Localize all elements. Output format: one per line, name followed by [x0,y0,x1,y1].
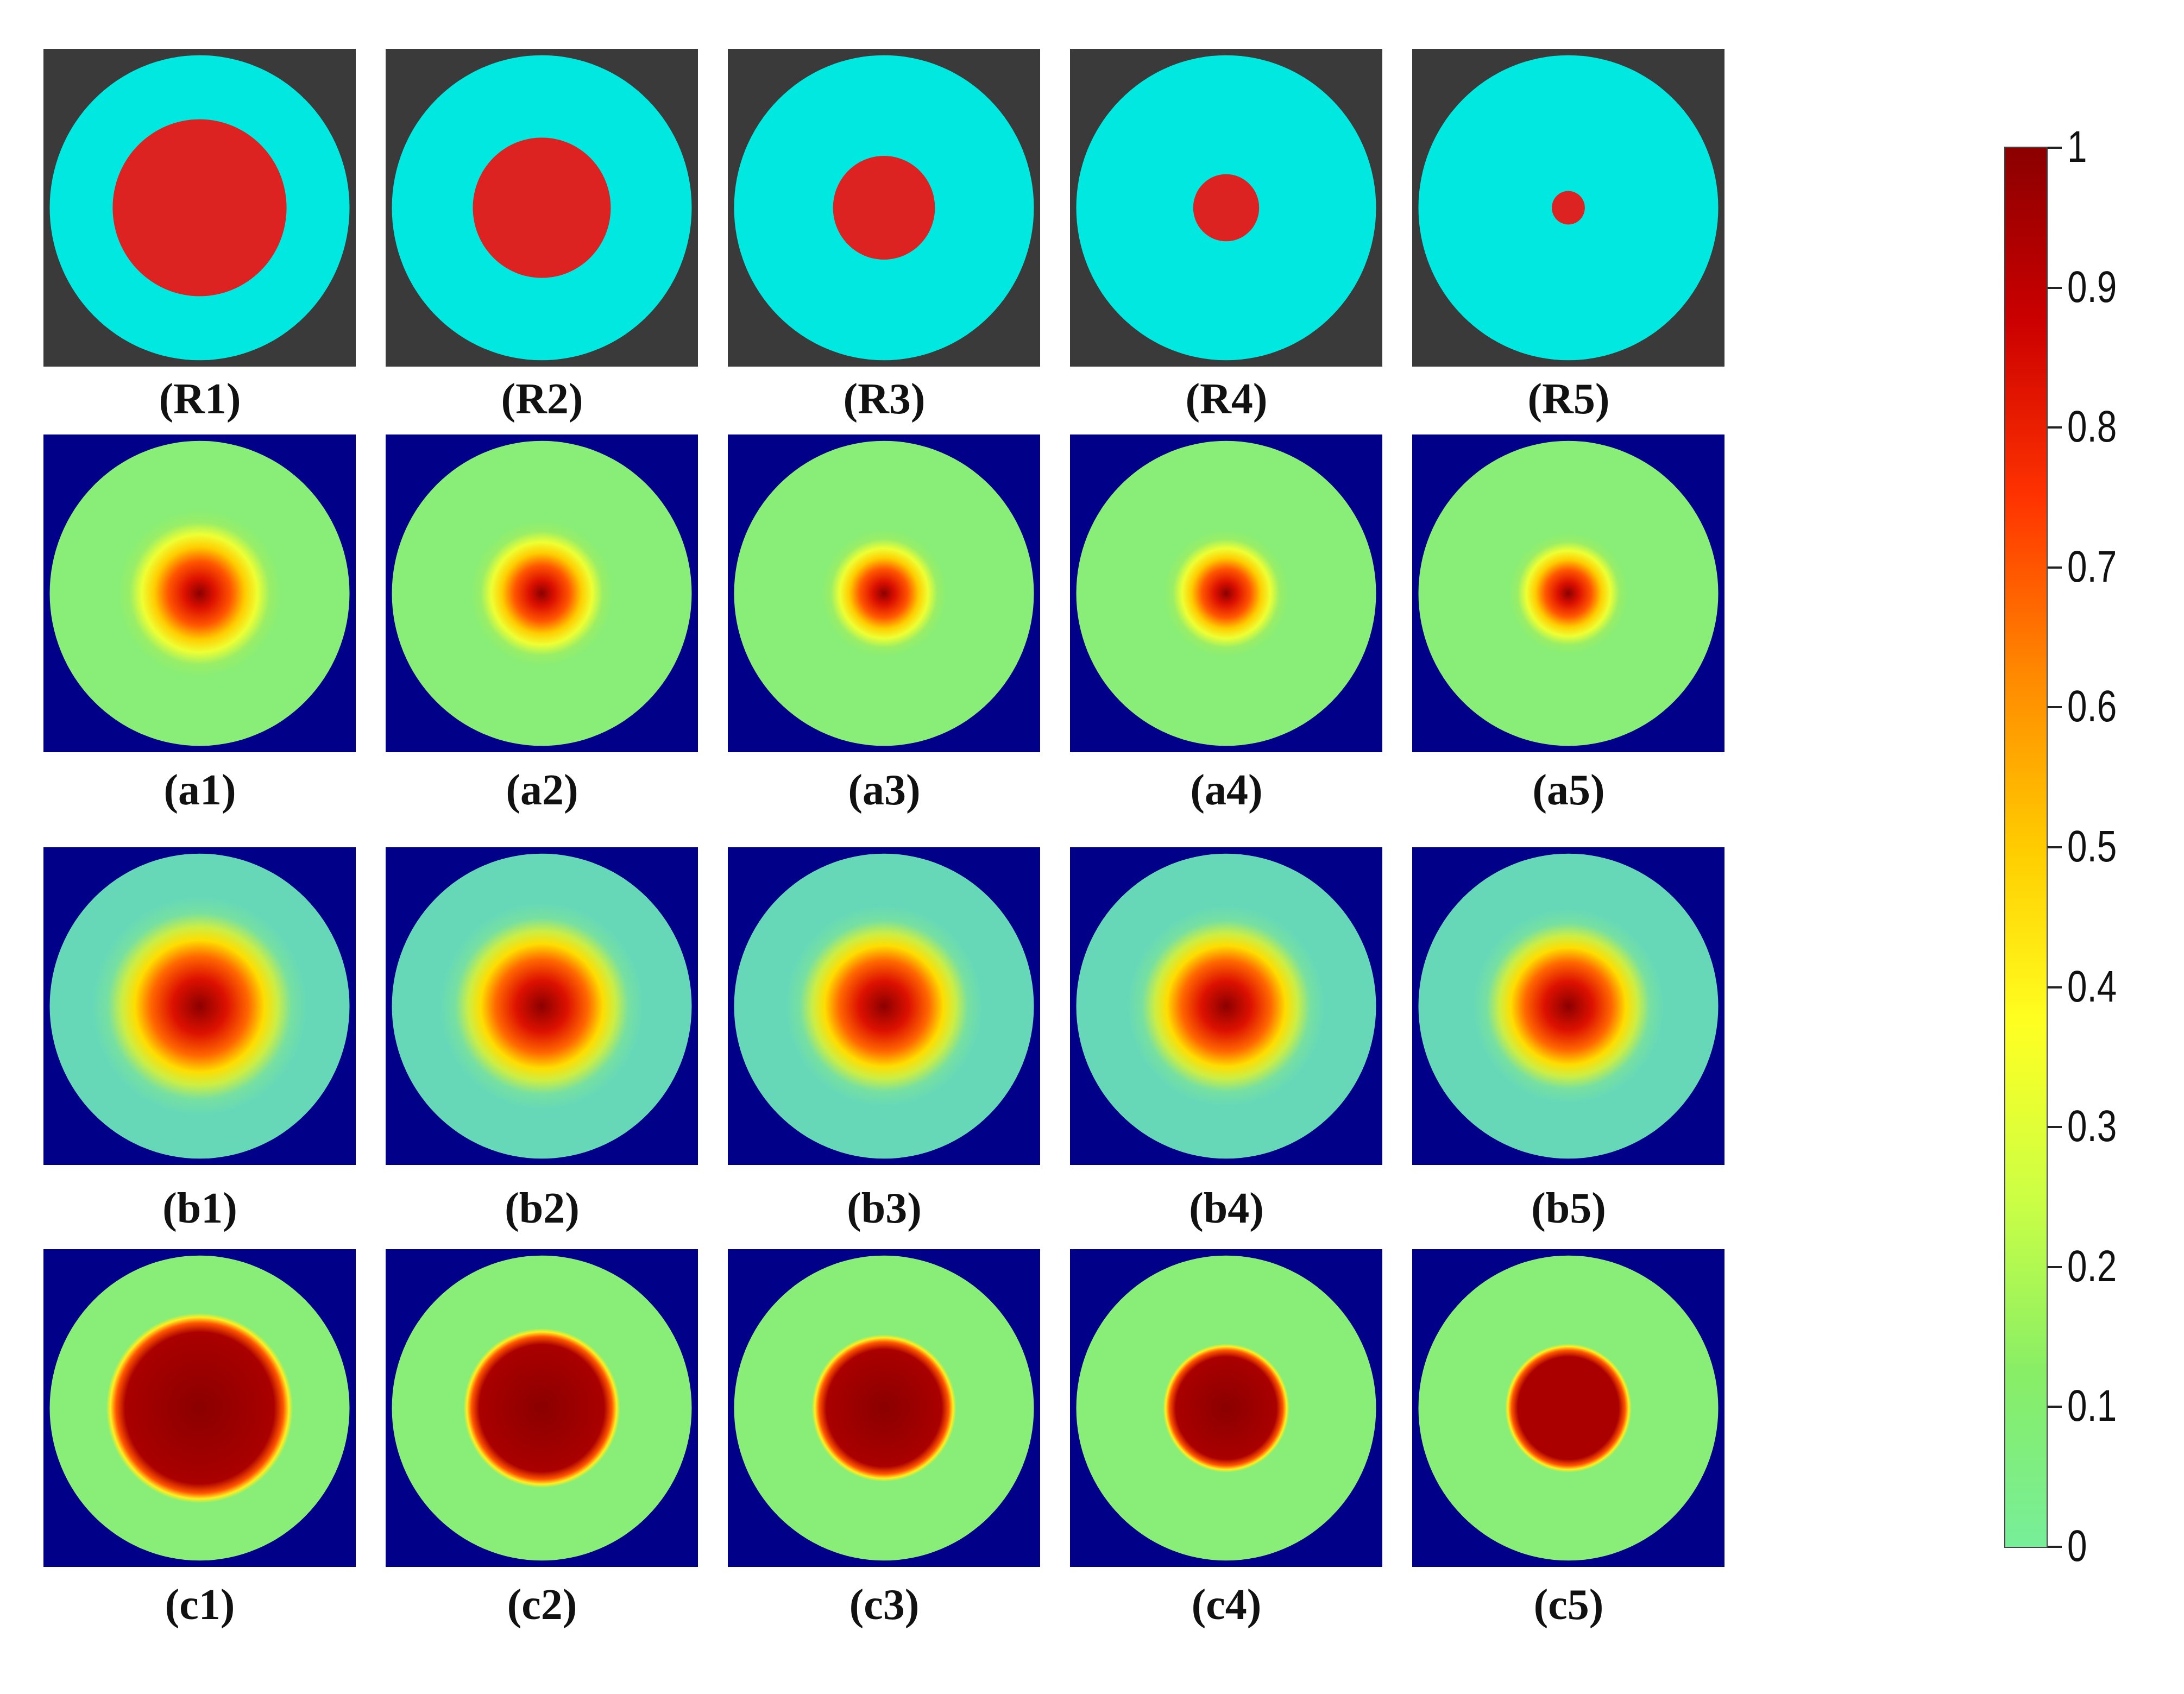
reconstructed-inclusion [1505,1344,1632,1472]
reconstructed-inclusion [1163,1344,1289,1472]
colorbar-tick [2048,1406,2062,1408]
reconstructed-inclusion [821,529,947,658]
panel-label: (c3) [849,1581,920,1629]
colorbar-tick [2048,286,2062,289]
colorbar-tick-label: 0.7 [2067,541,2117,591]
panel-R2 [386,49,698,367]
colorbar-tick [2048,1546,2062,1548]
reconstructed-inclusion [91,896,308,1116]
panel-a5 [1412,434,1724,752]
inclusion [1193,174,1260,242]
reconstructed-inclusion [1127,905,1325,1107]
panel-R4 [1070,49,1382,367]
colorbar-tick-label: 0.4 [2067,961,2117,1011]
panel-c5 [1412,1249,1724,1567]
colorbar-tick [2048,566,2062,569]
inclusion [473,137,611,278]
panel-label: (R1) [159,375,241,423]
panel-R1 [43,49,356,367]
reconstructed-inclusion [1472,908,1665,1104]
reconstructed-inclusion [439,902,644,1110]
colorbar-tick [2048,846,2062,848]
panel-c1 [43,1249,356,1567]
reconstructed-inclusion [470,520,614,667]
panel-label: (a5) [1532,766,1605,814]
panel-label: (R5) [1527,375,1610,423]
panel-b1 [43,847,356,1165]
panel-label: (a1) [163,766,236,814]
panel-label: (a2) [506,766,578,814]
panel-label: (b1) [162,1185,237,1232]
panel-label: (b3) [847,1185,922,1232]
panel-R3 [728,49,1040,367]
reconstructed-inclusion [463,1328,620,1488]
panel-label: (c1) [165,1581,235,1629]
panel-label: (R3) [843,375,926,423]
panel-label: (a4) [1190,766,1263,814]
panel-label: (c5) [1533,1581,1604,1629]
panel-a2 [386,434,698,752]
colorbar-tick-label: 0.1 [2067,1381,2117,1431]
colorbar-tick-label: 0.8 [2067,402,2117,452]
reconstructed-inclusion [106,1313,293,1503]
colorbar-tick-label: 0.3 [2067,1101,2117,1151]
colorbar-tick [2048,147,2062,149]
colorbar-tick-label: 0.6 [2067,682,2117,732]
panel-c4 [1070,1249,1382,1567]
reconstructed-inclusion [1508,532,1628,654]
panel-a3 [728,434,1040,752]
colorbar-tick [2048,986,2062,988]
panel-a4 [1070,434,1382,752]
panel-label: (b4) [1189,1185,1264,1232]
colorbar-tick-label: 1 [2067,122,2087,172]
inclusion [833,156,935,260]
colorbar-tick-label: 0.2 [2067,1241,2117,1291]
panel-b4 [1070,847,1382,1165]
panel-R5 [1412,49,1724,367]
colorbar-tick [2048,426,2062,429]
panel-label: (b5) [1531,1185,1606,1232]
colorbar-tick [2048,1265,2062,1268]
colorbar-tick-label: 0.9 [2067,262,2117,312]
panel-label: (c4) [1191,1581,1262,1629]
inclusion [112,119,287,297]
colorbar [2004,147,2048,1548]
reconstructed-inclusion [812,1334,956,1482]
panel-b2 [386,847,698,1165]
panel-label: (b2) [505,1185,580,1232]
colorbar-tick [2048,1126,2062,1129]
panel-a1 [43,434,356,752]
panel-label: (a3) [848,766,921,814]
panel-b5 [1412,847,1724,1165]
colorbar-tick-label: 0.5 [2067,822,2117,871]
panel-b3 [728,847,1040,1165]
panel-c3 [728,1249,1040,1567]
reconstructed-inclusion [1163,529,1289,658]
reconstructed-inclusion [785,905,983,1107]
panel-c2 [386,1249,698,1567]
inclusion [1552,191,1585,225]
panel-label: (c2) [507,1581,577,1629]
colorbar-tick [2048,706,2062,709]
panel-label: (R4) [1185,375,1268,423]
reconstructed-inclusion [117,509,282,677]
colorbar-tick-label: 0 [2067,1521,2087,1571]
panel-label: (R2) [501,375,583,423]
